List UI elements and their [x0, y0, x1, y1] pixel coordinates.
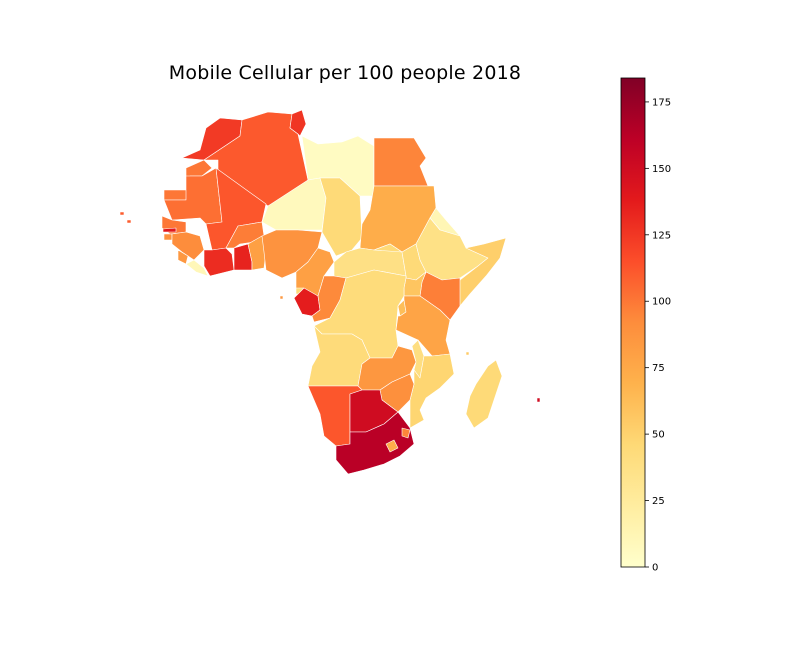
colorbar-tick-label: 50 — [652, 430, 665, 441]
country-cape-verde — [119, 211, 132, 224]
colorbar-tick-label: 75 — [652, 363, 665, 374]
country-tunisia — [289, 109, 307, 137]
country-egypt — [373, 137, 429, 187]
country-cote-divoire — [203, 247, 235, 277]
country-mauritius — [536, 397, 541, 403]
country-guinea — [171, 231, 205, 261]
country-sao-tome — [279, 295, 284, 300]
country-south-africa — [335, 411, 415, 475]
country-guinea-bissau — [163, 233, 173, 241]
colorbar-tick-label: 175 — [652, 97, 671, 108]
colorbar-tick-label: 0 — [652, 563, 658, 574]
country-lesotho — [385, 439, 399, 453]
country-liberia — [185, 259, 209, 277]
colorbar-tick-label: 150 — [652, 164, 671, 175]
country-gambia — [162, 227, 177, 233]
colorbar-ticks: 0 25 50 75 100 125 150 175 — [645, 97, 671, 574]
colorbar-gradient — [620, 77, 646, 568]
colorbar-tick-label: 25 — [652, 496, 665, 507]
country-eswatini — [401, 427, 411, 439]
map-title: Mobile Cellular per 100 people 2018 — [168, 62, 522, 84]
country-comoros — [465, 351, 470, 356]
country-tanzania — [395, 295, 451, 357]
colorbar-tick-label: 125 — [652, 230, 671, 241]
country-mozambique — [409, 353, 455, 429]
colorbar: 0 25 50 75 100 125 150 175 — [620, 77, 671, 574]
colorbar-tick-label: 100 — [652, 297, 671, 308]
country-somalia — [453, 237, 507, 307]
country-madagascar — [465, 359, 503, 429]
